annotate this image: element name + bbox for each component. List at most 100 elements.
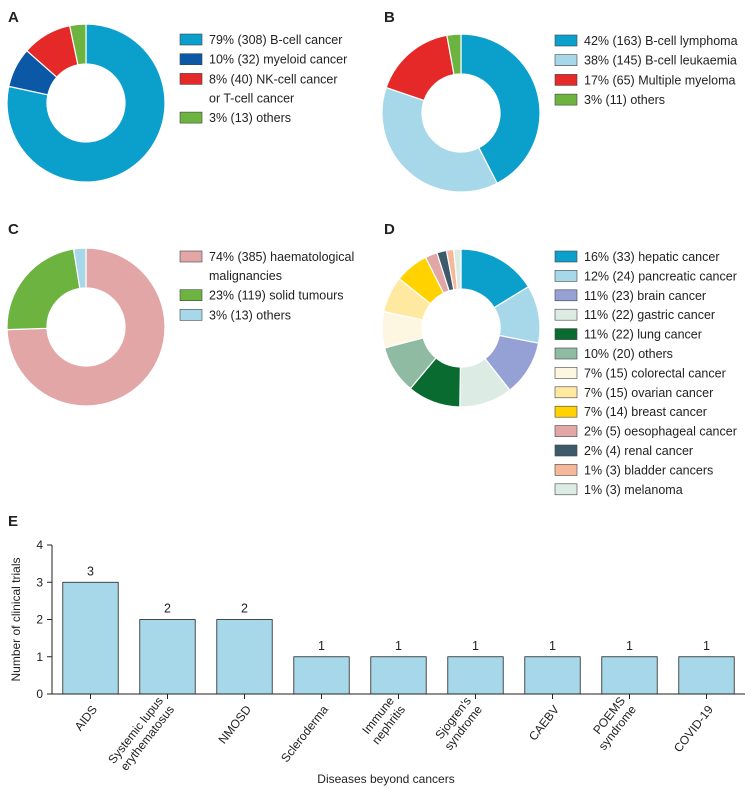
slice-3-others <box>72 247 87 290</box>
legend-swatch-7-colorectal-cancer <box>554 367 578 379</box>
y-tick-label: 1 <box>36 650 43 664</box>
slice-79-b-cell-cancer <box>6 23 166 183</box>
legend-swatch-8-nk-cell-cancer <box>179 73 203 85</box>
legend-label-7-colorectal-cancer: 7% (15) colorectal cancer <box>584 366 726 380</box>
bar-value-label-sjogren-s-syndrome: 1 <box>472 639 479 653</box>
legend-label-17-multiple-myeloma: 17% (65) Multiple myeloma <box>584 73 735 87</box>
y-tick-label: 2 <box>36 613 43 627</box>
bar-value-label-systemic-lupus-erythematosus: 2 <box>164 602 171 616</box>
slice-23-solid-tumours <box>6 248 81 331</box>
legend-label-74-haematological: 74% (385) haematological <box>209 250 354 264</box>
legend-swatch-23-solid-tumours <box>179 289 203 302</box>
bar-systemic-lupus-erythematosus <box>139 619 196 695</box>
bar-immune-nephritis <box>370 656 427 695</box>
x-tick-label-aids: AIDS <box>72 703 100 734</box>
legend-label-1-melanoma: 1% (3) melanoma <box>584 483 683 497</box>
legend-label-42-b-cell-lymphoma: 42% (163) B-cell lymphoma <box>584 34 738 48</box>
legend-swatch-11-gastric-cancer <box>554 308 578 321</box>
legend-swatch-79-b-cell-cancer <box>179 33 203 46</box>
legend-swatch-1-melanoma <box>554 483 578 496</box>
legend-label-16-hepatic-cancer: 16% (33) hepatic cancer <box>584 250 720 264</box>
slice-3-others <box>446 33 462 76</box>
x-tick-label-scleroderma: Scleroderma <box>278 702 331 764</box>
legend-swatch-2-oesophageal-cancer <box>554 425 578 437</box>
legend-label-11-gastric-cancer: 11% (22) gastric cancer <box>584 308 715 322</box>
slice-74-haematological <box>6 247 166 407</box>
legend-label-38-b-cell-leukaemia: 38% (145) B-cell leukaemia <box>584 54 737 68</box>
bar-sjogren-s-syndrome <box>447 656 504 695</box>
legend-label-12-pancreatic-cancer: 12% (24) pancreatic cancer <box>584 269 737 283</box>
bar-value-label-scleroderma: 1 <box>318 639 325 653</box>
donut-chart-a <box>6 23 166 183</box>
bar-scleroderma <box>293 656 350 695</box>
bars: 3 2 2 1 1 1 1 1 1 <box>62 564 735 695</box>
legend-swatch-7-ovarian-cancer <box>554 386 578 399</box>
legend-label-2-renal-cancer: 2% (4) renal cancer <box>584 444 693 458</box>
bar-poems-syndrome <box>601 656 658 695</box>
bar-nmosd <box>216 619 273 695</box>
legend-swatch-2-renal-cancer <box>554 444 578 457</box>
legend-label-7-ovarian-cancer: 7% (15) ovarian cancer <box>584 386 713 400</box>
legend-swatch-3-others <box>179 309 203 321</box>
y-tick-label: 4 <box>36 538 43 552</box>
legend-label-10-others: 10% (20) others <box>584 347 673 361</box>
legend-label-11-brain-cancer: 11% (23) brain cancer <box>584 289 706 303</box>
legend-label-79-b-cell-cancer: 79% (308) B-cell cancer <box>209 33 342 47</box>
x-tick-label-line: COVID-19 <box>671 702 716 754</box>
panel-letter-b: B <box>384 9 395 26</box>
x-tick-label-line: AIDS <box>72 703 100 734</box>
legend-swatch-7-breast-cancer <box>554 405 578 418</box>
legend-label-3-others: 3% (13) others <box>209 308 291 322</box>
x-tick-label-nmosd: NMOSD <box>215 702 254 746</box>
legend-swatch-42-b-cell-lymphoma <box>554 34 578 47</box>
legend-label-2-oesophageal-cancer: 2% (5) oesophageal cancer <box>584 425 737 439</box>
legend-b: 42% (163) B-cell lymphoma 38% (145) B-cel… <box>554 34 738 107</box>
bar-covid-19 <box>678 656 735 695</box>
bar-value-label-nmosd: 2 <box>241 602 248 616</box>
slice-3-others <box>68 23 87 66</box>
legend-swatch-11-brain-cancer <box>554 289 578 302</box>
legend-label-10-myeloid-cancer: 10% (32) myeloid cancer <box>209 53 347 67</box>
donut-chart-b <box>381 33 541 193</box>
panel-letter-e: E <box>8 513 18 530</box>
legend-label-3-others: 3% (11) others <box>584 93 665 107</box>
y-axis: 0 1 2 3 4 <box>36 538 53 701</box>
panel-letter-d: D <box>384 221 395 238</box>
x-axis-title: Diseases beyond cancers <box>317 772 454 786</box>
donut-chart-d <box>381 248 541 408</box>
legend-swatch-3-others <box>179 111 203 124</box>
legend-label-8-nk-cell-cancer: 8% (40) NK-cell cancer <box>209 72 338 86</box>
legend-c: 74% (385) haematological malignancies 23% … <box>179 250 354 322</box>
x-tick-label-line: Scleroderma <box>278 702 331 764</box>
legend-label-continued-or-t-cell-cancer: or T-cell cancer <box>209 91 294 105</box>
y-axis-title: Number of clinical trials <box>9 557 23 681</box>
legend-label-continued-malignancies: malignancies <box>209 269 282 283</box>
legend-swatch-1-bladder-cancers <box>554 464 578 476</box>
legend-label-23-solid-tumours: 23% (119) solid tumours <box>209 289 344 303</box>
legend-swatch-10-myeloid-cancer <box>179 53 203 66</box>
legend-swatch-10-others <box>554 347 578 360</box>
legend-swatch-16-hepatic-cancer <box>554 250 578 263</box>
y-tick-label: 3 <box>36 575 43 589</box>
legend-label-3-others: 3% (13) others <box>209 111 291 125</box>
slice-17-multiple-myeloma <box>385 34 455 102</box>
slice-42-b-cell-lymphoma <box>460 33 541 185</box>
bar-value-label-immune-nephritis: 1 <box>395 639 402 653</box>
legend-a: 79% (308) B-cell cancer 10% (32) myeloid … <box>179 33 347 125</box>
bar-aids <box>62 581 119 695</box>
bar-value-label-caebv: 1 <box>549 639 556 653</box>
slice-38-b-cell-leukaemia <box>381 86 498 193</box>
legend-label-7-breast-cancer: 7% (14) breast cancer <box>584 405 707 419</box>
legend-d: 16% (33) hepatic cancer 12% (24) pancreat… <box>554 250 737 497</box>
slice-1-melanoma <box>453 248 462 290</box>
donut-chart-c <box>6 247 166 407</box>
x-tick-label-covid-19: COVID-19 <box>671 702 716 754</box>
y-tick-label: 0 <box>36 687 43 701</box>
legend-label-11-lung-cancer: 11% (22) lung cancer <box>584 328 702 342</box>
bar-chart-e: 0 1 2 3 4 3 2 2 1 1 1 1 1 1 AIDS Systemic lupuserythe… <box>9 538 745 786</box>
legend-swatch-74-haematological <box>179 250 203 263</box>
